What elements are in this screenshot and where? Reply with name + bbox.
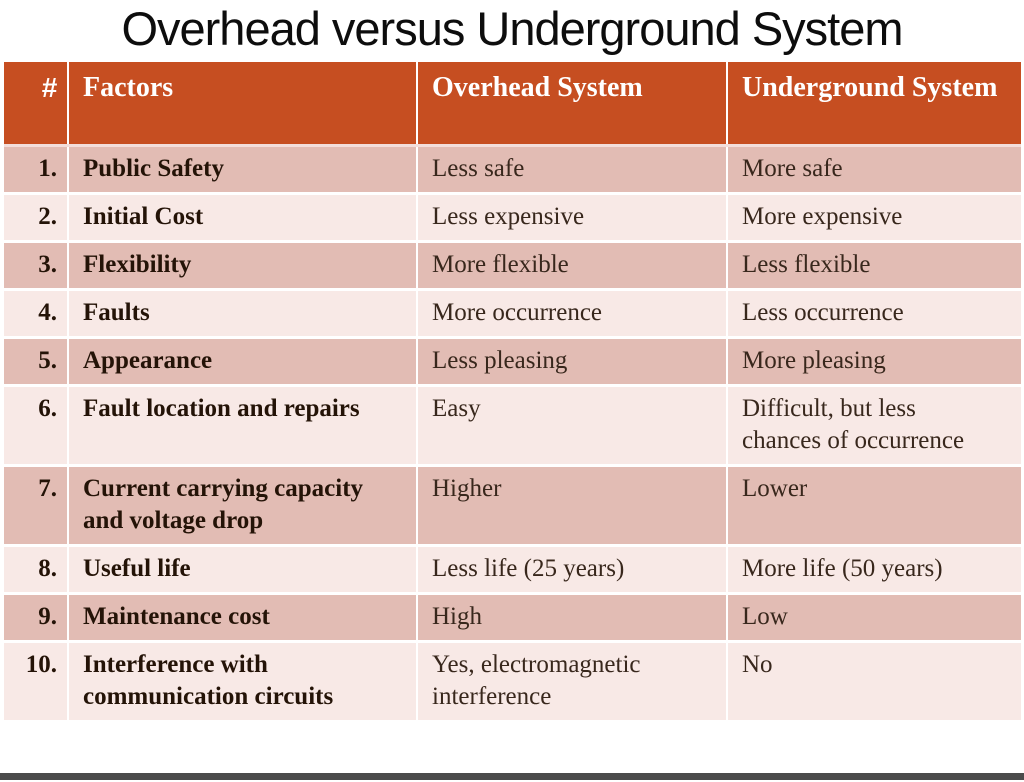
factor-cell: Maintenance cost xyxy=(68,593,418,643)
comparison-table: # Factors Overhead System Underground Sy… xyxy=(4,62,1021,723)
page-title: Overhead versus Underground System xyxy=(121,2,903,55)
table-row: 3. Flexibility More flexible Less flexib… xyxy=(4,241,1021,291)
row-number-cell: 7. xyxy=(4,465,69,547)
row-number-cell: 10. xyxy=(4,641,69,723)
overhead-value-cell: Less life (25 years) xyxy=(417,545,728,595)
overhead-value-cell: Easy xyxy=(417,385,728,467)
factor-cell: Fault location and repairs xyxy=(68,385,418,467)
table-header: # Factors Overhead System Underground Sy… xyxy=(4,62,1021,147)
table-row: 6. Fault location and repairs Easy Diffi… xyxy=(4,385,1021,467)
header-row: # Factors Overhead System Underground Sy… xyxy=(4,62,1021,147)
table-body: 1. Public Safety Less safe More safe 2. … xyxy=(4,145,1021,723)
underground-value-cell: More life (50 years) xyxy=(727,545,1021,595)
underground-value-cell: Difficult, but less chances of occurrenc… xyxy=(727,385,1021,467)
overhead-value-cell: More flexible xyxy=(417,241,728,291)
table-row: 2. Initial Cost Less expensive More expe… xyxy=(4,193,1021,243)
underground-value-cell: Less occurrence xyxy=(727,289,1021,339)
underground-value-cell: Lower xyxy=(727,465,1021,547)
factor-cell: Initial Cost xyxy=(68,193,418,243)
table-row: 8. Useful life Less life (25 years) More… xyxy=(4,545,1021,595)
overhead-value-cell: High xyxy=(417,593,728,643)
row-number-cell: 3. xyxy=(4,241,69,291)
factor-cell: Interference with communication circuits xyxy=(68,641,418,723)
row-number-cell: 6. xyxy=(4,385,69,467)
overhead-value-cell: More occurrence xyxy=(417,289,728,339)
row-number-cell: 2. xyxy=(4,193,69,243)
underground-value-cell: Less flexible xyxy=(727,241,1021,291)
underground-value-cell: More pleasing xyxy=(727,337,1021,387)
row-number-cell: 4. xyxy=(4,289,69,339)
factor-cell: Current carrying capacity and voltage dr… xyxy=(68,465,418,547)
factor-cell: Faults xyxy=(68,289,418,339)
row-number-cell: 8. xyxy=(4,545,69,595)
factor-cell: Flexibility xyxy=(68,241,418,291)
row-number-cell: 9. xyxy=(4,593,69,643)
underground-value-cell: Low xyxy=(727,593,1021,643)
table-row: 4. Faults More occurrence Less occurrenc… xyxy=(4,289,1021,339)
underground-value-cell: More safe xyxy=(727,145,1021,195)
table-row: 10. Interference with communication circ… xyxy=(4,641,1021,723)
factor-cell: Appearance xyxy=(68,337,418,387)
underground-value-cell: More expensive xyxy=(727,193,1021,243)
header-cell-number: # xyxy=(4,62,69,147)
overhead-value-cell: Less pleasing xyxy=(417,337,728,387)
overhead-value-cell: Higher xyxy=(417,465,728,547)
table-row: 1. Public Safety Less safe More safe xyxy=(4,145,1021,195)
table-row: 5. Appearance Less pleasing More pleasin… xyxy=(4,337,1021,387)
overhead-value-cell: Yes, electromagnetic interference xyxy=(417,641,728,723)
underground-value-cell: No xyxy=(727,641,1021,723)
table-row: 7. Current carrying capacity and voltage… xyxy=(4,465,1021,547)
header-cell-overhead: Overhead System xyxy=(417,62,728,147)
factor-cell: Useful life xyxy=(68,545,418,595)
factor-cell: Public Safety xyxy=(68,145,418,195)
row-number-cell: 1. xyxy=(4,145,69,195)
header-cell-underground: Underground System xyxy=(727,62,1021,147)
bottom-edge-bar xyxy=(0,773,1024,780)
overhead-value-cell: Less safe xyxy=(417,145,728,195)
header-cell-factors: Factors xyxy=(68,62,418,147)
overhead-value-cell: Less expensive xyxy=(417,193,728,243)
table-row: 9. Maintenance cost High Low xyxy=(4,593,1021,643)
row-number-cell: 5. xyxy=(4,337,69,387)
